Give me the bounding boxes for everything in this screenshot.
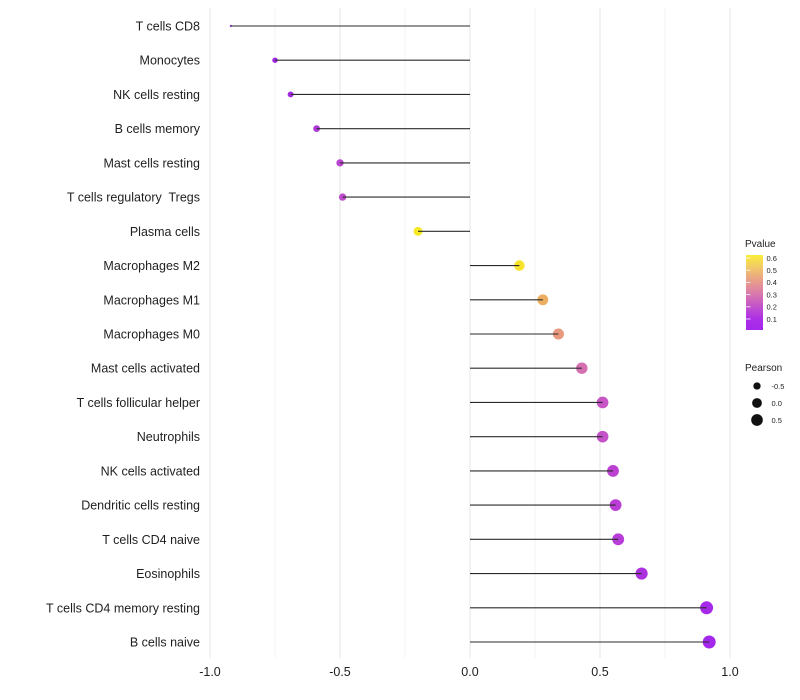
y-tick-label: NK cells resting — [113, 88, 200, 102]
y-tick-label: B cells naive — [130, 636, 200, 650]
y-tick-label: Macrophages M2 — [103, 259, 200, 273]
y-tick-label: NK cells activated — [101, 464, 200, 478]
pearson-legend-dot — [751, 414, 763, 426]
pvalue-tick-label: 0.5 — [767, 266, 777, 275]
pearson-legend-label: -0.5 — [772, 382, 785, 391]
y-tick-label: T cells CD4 memory resting — [46, 601, 200, 615]
y-tick-label: T cells CD8 — [136, 20, 200, 34]
pvalue-tick-label: 0.4 — [767, 278, 777, 287]
lollipop-point — [702, 635, 716, 649]
pvalue-tick-label: 0.3 — [767, 290, 777, 299]
pearson-legend-title: Pearson — [745, 363, 782, 374]
y-tick-label: T cells regulatory Tregs — [67, 191, 200, 205]
y-tick-label: Monocytes — [140, 54, 200, 68]
y-tick-label: T cells follicular helper — [77, 396, 200, 410]
pearson-legend-dot — [752, 398, 762, 408]
y-tick-label: Mast cells resting — [103, 156, 200, 170]
x-tick-label: -1.0 — [199, 665, 221, 679]
pearson-legend-dot — [753, 382, 761, 390]
pvalue-tick-label: 0.1 — [767, 315, 777, 324]
y-tick-label: B cells memory — [115, 122, 201, 136]
y-axis-labels: T cells CD8 Monocytes NK cells resting B ce… — [46, 20, 201, 650]
x-tick-label: -0.5 — [329, 665, 351, 679]
y-tick-label: Macrophages M1 — [103, 293, 200, 307]
y-tick-label: T cells CD4 naive — [102, 533, 200, 547]
pvalue-tick-label: 0.6 — [767, 254, 777, 263]
y-tick-label: Mast cells activated — [91, 362, 200, 376]
pearson-legend-label: 0.5 — [772, 416, 782, 425]
x-tick-label: 1.0 — [721, 665, 738, 679]
x-tick-label: 0.0 — [461, 665, 478, 679]
pvalue-tick-label: 0.2 — [767, 303, 777, 312]
y-tick-label: Neutrophils — [137, 430, 200, 444]
stems — [230, 25, 710, 643]
x-axis-labels: -1.0 -0.5 0.0 0.5 1.0 — [199, 665, 739, 679]
pvalue-legend: Pvalue 0.6 0.5 0.4 0.3 0.2 0.1 — [745, 239, 777, 330]
pearson-legend-label: 0.0 — [772, 399, 782, 408]
y-tick-label: Eosinophils — [136, 567, 200, 581]
pearson-legend: Pearson -0.5 0.0 0.5 — [745, 363, 784, 426]
points — [229, 24, 716, 649]
pvalue-colorbar — [746, 255, 763, 330]
y-tick-label: Plasma cells — [130, 225, 200, 239]
y-tick-label: Macrophages M0 — [103, 328, 200, 342]
y-tick-label: Dendritic cells resting — [81, 499, 200, 513]
gridlines — [209, 8, 731, 658]
pvalue-legend-title: Pvalue — [745, 239, 776, 250]
x-tick-label: 0.5 — [591, 665, 608, 679]
